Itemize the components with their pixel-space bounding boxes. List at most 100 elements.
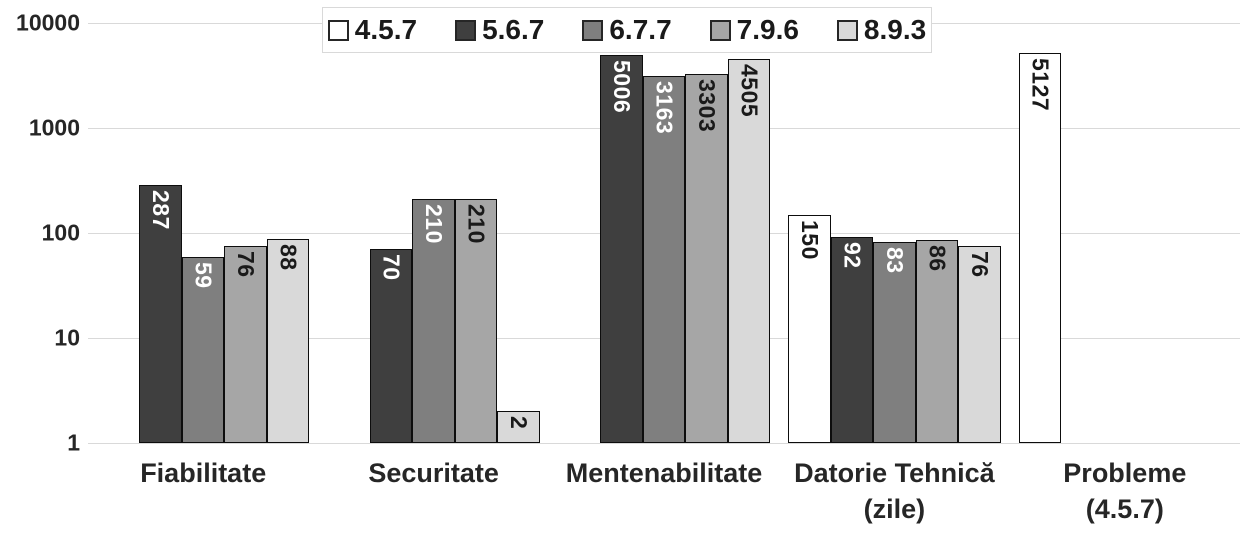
legend-item-4.5.7: 4.5.7 bbox=[327, 14, 418, 45]
bar-value-label: 76 bbox=[966, 250, 993, 278]
bar-slot: 76 bbox=[224, 23, 267, 443]
bar-slot bbox=[327, 23, 369, 443]
bar-fiabilitate-7.9.6: 76 bbox=[224, 245, 267, 443]
legend-label: 4.5.7 bbox=[354, 14, 418, 45]
x-axis: Fiabilitate Securitate Mentenabilitate Dato… bbox=[88, 455, 1240, 528]
x-category-label-securitate: Securitate bbox=[318, 455, 548, 528]
legend-swatch-icon bbox=[836, 19, 858, 41]
legend-swatch-icon bbox=[327, 19, 349, 41]
bar-fiabilitate-5.6.7: 287 bbox=[139, 184, 182, 443]
x-category-label-line: (4.5.7) bbox=[1085, 494, 1164, 525]
bar-value-label: 210 bbox=[463, 204, 490, 245]
bar-value-label: 88 bbox=[275, 243, 302, 271]
legend-label: 5.6.7 bbox=[482, 14, 545, 45]
legend-item-8.9.3: 8.9.3 bbox=[836, 16, 926, 44]
bar-value-label: 287 bbox=[148, 189, 175, 230]
legend-item-7.9.6: 7.9.6 bbox=[709, 14, 799, 45]
y-tick-label: 10 bbox=[54, 324, 80, 351]
bar-value-label: 3163 bbox=[651, 80, 678, 134]
bar-slot: 287 bbox=[139, 23, 182, 443]
bar-slot: 70 bbox=[369, 23, 413, 443]
bar-slot: 59 bbox=[181, 23, 225, 443]
bar-slot: 3163 bbox=[642, 23, 686, 443]
bar-value-label: 3303 bbox=[694, 78, 720, 132]
bar-probleme-4.5.7: 5127 bbox=[1018, 53, 1062, 443]
bar-group-mentenabilitate: 5006 3163 3303 4505 bbox=[549, 23, 779, 443]
bar-slot bbox=[97, 23, 139, 443]
bar-slot bbox=[1061, 23, 1103, 443]
x-category-label-line: (zile) bbox=[863, 494, 926, 525]
x-category-label-mentenabilitate: Mentenabilitate bbox=[549, 455, 779, 528]
bar-mentenabilitate-8.9.3: 4505 bbox=[727, 59, 771, 443]
bar-slot bbox=[1146, 23, 1188, 443]
bar-slot bbox=[1104, 23, 1146, 443]
legend-item-6.7.7: 6.7.7 bbox=[582, 14, 672, 45]
bar-value-label: 76 bbox=[233, 250, 260, 278]
legend-item-5.6.7: 5.6.7 bbox=[455, 16, 544, 44]
bar-datorie-tehnica-8.9.3: 76 bbox=[958, 245, 1001, 443]
gridline bbox=[88, 443, 1240, 444]
bar-slot: 5006 bbox=[600, 23, 643, 443]
y-axis: 10000 1000 100 10 1 bbox=[0, 0, 80, 541]
bar-group-securitate: 70 210 210 2 bbox=[318, 23, 548, 443]
bar-slot: 2 bbox=[497, 23, 540, 443]
bar-value-label: 83 bbox=[881, 246, 908, 274]
bar-group-datorie-tehnica: 150 92 83 86 76 bbox=[779, 23, 1009, 443]
bar-mentenabilitate-6.7.7: 3163 bbox=[642, 75, 686, 443]
bar-slot: 210 bbox=[454, 23, 498, 443]
bar-value-label: 59 bbox=[190, 262, 217, 289]
bar-slot bbox=[558, 23, 600, 443]
x-category-label-line: Fiabilitate bbox=[140, 458, 267, 488]
x-category-label-line: Datorie Tehnică bbox=[794, 458, 995, 488]
bar-value-label: 210 bbox=[421, 204, 448, 245]
bar-slot: 3303 bbox=[685, 23, 728, 443]
bar-value-label: 5127 bbox=[1027, 58, 1054, 112]
bar-slot bbox=[1189, 23, 1231, 443]
bar-fiabilitate-8.9.3: 88 bbox=[266, 238, 310, 443]
bar-group-fiabilitate: 287 59 76 88 bbox=[88, 23, 318, 443]
bar-securitate-6.7.7: 210 bbox=[412, 199, 455, 443]
bar-securitate-7.9.6: 210 bbox=[454, 199, 498, 443]
y-tick-label: 1 bbox=[67, 429, 80, 456]
x-category-label-datorie-tehnica: Datorie Tehnică (zile) bbox=[779, 455, 1009, 528]
bar-slot: 4505 bbox=[727, 23, 771, 443]
bar-datorie-tehnica-6.7.7: 83 bbox=[873, 241, 916, 443]
bar-datorie-tehnica-7.9.6: 86 bbox=[915, 239, 959, 443]
legend-label: 6.7.7 bbox=[609, 14, 672, 45]
bar-value-label: 2 bbox=[506, 416, 533, 430]
y-tick-label: 100 bbox=[41, 219, 80, 246]
bar-slot: 92 bbox=[830, 23, 874, 443]
bar-slot: 76 bbox=[958, 23, 1001, 443]
bar-value-label: 5006 bbox=[609, 59, 636, 113]
bar-securitate-8.9.3: 2 bbox=[497, 411, 540, 443]
bar-mentenabilitate-7.9.6: 3303 bbox=[685, 73, 728, 443]
plot-area: 287 59 76 88 70 210 210 2 5006 3163 3303 4505 150 92 8… bbox=[88, 23, 1240, 444]
x-category-label-line: Securitate bbox=[368, 458, 499, 488]
bar-value-label: 86 bbox=[924, 244, 951, 272]
bar-groups: 287 59 76 88 70 210 210 2 5006 3163 3303 4505 150 92 8… bbox=[88, 23, 1240, 443]
x-category-label-fiabilitate: Fiabilitate bbox=[88, 455, 318, 528]
bar-slot: 86 bbox=[915, 23, 959, 443]
legend-swatch-icon bbox=[455, 19, 477, 41]
legend: 4.5.7 5.6.7 6.7.7 7.9.6 8.9.3 bbox=[322, 7, 932, 53]
y-tick-label: 10000 bbox=[16, 9, 80, 36]
bar-datorie-tehnica-4.5.7: 150 bbox=[788, 214, 831, 443]
x-category-label-line: Mentenabilitate bbox=[565, 458, 763, 488]
bar-value-label: 4505 bbox=[736, 64, 763, 118]
bar-slot: 5127 bbox=[1018, 23, 1062, 443]
bar-fiabilitate-6.7.7: 59 bbox=[181, 257, 225, 443]
bar-slot: 83 bbox=[873, 23, 916, 443]
bar-value-label: 92 bbox=[839, 241, 866, 269]
bar-datorie-tehnica-5.6.7: 92 bbox=[830, 236, 874, 443]
bar-securitate-5.6.7: 70 bbox=[369, 249, 413, 443]
bar-group-probleme: 5127 bbox=[1010, 23, 1240, 443]
bar-slot: 150 bbox=[788, 23, 831, 443]
legend-label: 7.9.6 bbox=[736, 14, 799, 45]
bar-value-label: 70 bbox=[378, 254, 405, 281]
bar-slot: 210 bbox=[412, 23, 455, 443]
bar-mentenabilitate-5.6.7: 5006 bbox=[600, 54, 643, 443]
x-category-label-probleme: Probleme (4.5.7) bbox=[1010, 455, 1240, 528]
legend-swatch-icon bbox=[709, 19, 731, 41]
bar-value-label: 150 bbox=[796, 219, 823, 260]
